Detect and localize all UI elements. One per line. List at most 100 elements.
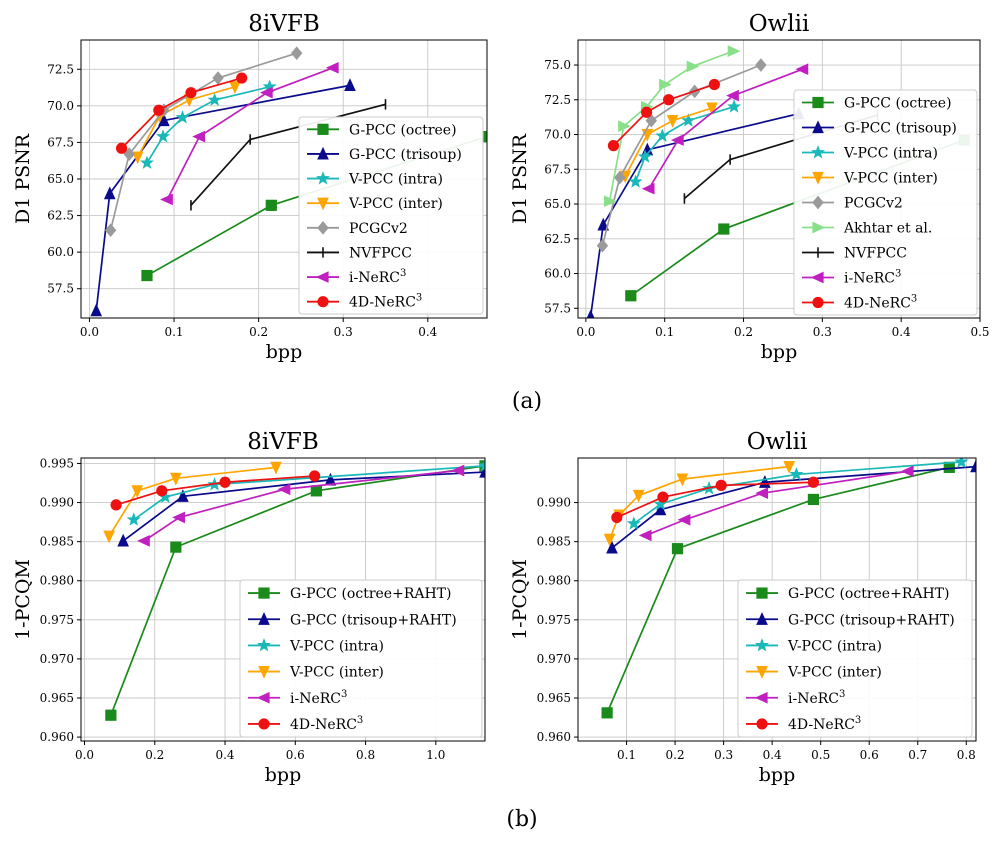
legend-item: G-PCC (trisoup+RAHT) xyxy=(248,612,457,628)
legend-item: V-PCC (intra) xyxy=(802,145,938,162)
data-point xyxy=(110,499,122,511)
legend-marker xyxy=(754,691,768,704)
y-tick-label: 60.0 xyxy=(544,267,571,281)
data-point xyxy=(478,458,485,472)
data-point xyxy=(290,46,303,60)
data-point xyxy=(807,493,820,506)
x-axis-label: bpp xyxy=(759,764,796,786)
legend-label: G-PCC (trisoup) xyxy=(349,147,462,163)
legend-label: PCGCv2 xyxy=(349,221,408,237)
legend-marker xyxy=(317,296,329,308)
x-tick-label: 0.8 xyxy=(356,748,375,762)
legend-marker xyxy=(317,197,329,211)
data-point xyxy=(270,461,282,475)
series-line xyxy=(589,112,799,317)
legend-label: Akhtar et al. xyxy=(843,221,932,237)
legend-marker xyxy=(756,718,768,730)
chart-panel-1: 0.0 0.1 0.2 0.3 0.4 57.5 60.0 62.5 65.0 67.5 70.0 7… xyxy=(12,11,488,363)
y-tick-label: 65.0 xyxy=(47,172,74,186)
series-7 xyxy=(160,61,339,206)
legend-box xyxy=(298,116,484,315)
series-6 xyxy=(611,476,820,524)
data-point xyxy=(708,78,720,91)
y-tick-label: 57.5 xyxy=(47,282,74,296)
legend-marker xyxy=(812,195,824,210)
y-tick-label: 0.960 xyxy=(537,730,571,744)
legend-item: V-PCC (intra) xyxy=(746,638,882,654)
y-tick-label: 57.5 xyxy=(544,301,571,315)
legend-marker xyxy=(317,146,329,160)
legend-item: G-PCC (octree+RAHT) xyxy=(248,586,451,602)
data-point xyxy=(726,89,739,102)
data-point xyxy=(116,142,128,154)
y-tick-label: 60.0 xyxy=(47,245,74,259)
data-point xyxy=(170,472,182,486)
data-point xyxy=(310,485,322,497)
legend: G-PCC (octree+RAHT) G-PCC (trisoup+RAHT) V… xyxy=(737,579,973,738)
y-tick-label: 0.990 xyxy=(40,496,74,510)
legend-marker xyxy=(756,665,768,679)
data-point xyxy=(607,140,620,152)
data-point xyxy=(597,217,610,231)
data-point xyxy=(117,533,129,547)
legend-item: i-NeRC3 xyxy=(248,689,347,707)
series-line xyxy=(606,466,950,714)
data-point xyxy=(628,174,643,188)
data-point xyxy=(618,120,631,133)
data-point xyxy=(795,63,809,76)
x-tick-label: 0.3 xyxy=(334,325,353,339)
legend-item: G-PCC (trisoup) xyxy=(802,120,957,137)
data-point xyxy=(601,707,613,719)
legend-label: V-PCC (inter) xyxy=(787,665,882,681)
series-6 xyxy=(190,99,387,211)
chart-title: Owlii xyxy=(749,11,810,37)
legend-label: i-NeRC3 xyxy=(788,689,845,707)
legend-label: i-NeRC3 xyxy=(844,269,901,287)
chart-title: 8iVFB xyxy=(247,429,318,455)
x-tick-label: 0.2 xyxy=(249,325,268,339)
data-point xyxy=(789,467,804,481)
y-tick-label: 0.965 xyxy=(537,691,571,705)
legend-label: V-PCC (intra) xyxy=(843,146,938,162)
data-point xyxy=(160,193,173,206)
legend-label: G-PCC (octree+RAHT) xyxy=(788,586,949,602)
subfigure-label-a: (a) xyxy=(512,389,542,414)
legend: G-PCC (octree+RAHT) G-PCC (trisoup+RAHT) V… xyxy=(239,579,483,738)
legend-marker xyxy=(755,638,769,652)
legend-marker xyxy=(317,123,329,135)
x-tick-label: 0.6 xyxy=(286,748,305,762)
y-tick-label: 0.970 xyxy=(537,652,571,666)
legend-item: 4D-NeRC3 xyxy=(307,293,422,311)
data-point xyxy=(175,110,190,124)
data-point xyxy=(185,87,197,99)
data-point xyxy=(611,511,623,524)
data-point xyxy=(139,155,154,169)
data-point xyxy=(970,459,976,473)
legend-label: G-PCC (trisoup+RAHT) xyxy=(290,612,457,628)
series-5 xyxy=(137,464,465,547)
x-tick-label: 0.1 xyxy=(617,748,636,762)
x-tick-label: 0.2 xyxy=(666,748,685,762)
data-point xyxy=(641,182,655,195)
legend-label: V-PCC (inter) xyxy=(289,665,384,681)
y-tick-label: 0.970 xyxy=(40,652,74,666)
data-point xyxy=(654,502,667,516)
data-point xyxy=(344,78,356,91)
x-tick-label: 0.4 xyxy=(418,325,437,339)
x-tick-label: 0.0 xyxy=(576,325,595,339)
legend-marker xyxy=(316,171,330,185)
data-point xyxy=(755,487,769,500)
plot-frame xyxy=(577,39,981,319)
series-1 xyxy=(601,461,955,719)
x-tick-label: 0.8 xyxy=(957,748,976,762)
y-tick-label: 0.960 xyxy=(40,730,74,744)
y-tick-label: 65.0 xyxy=(544,197,571,211)
legend-label: V-PCC (intra) xyxy=(787,638,882,654)
x-tick-label: 0.4 xyxy=(215,748,234,762)
data-point xyxy=(645,113,658,128)
legend-label: V-PCC (intra) xyxy=(348,172,443,188)
data-point xyxy=(783,460,795,474)
x-tick-label: 0.5 xyxy=(970,325,989,339)
data-point xyxy=(103,530,115,544)
y-tick-label: 0.965 xyxy=(40,691,74,705)
